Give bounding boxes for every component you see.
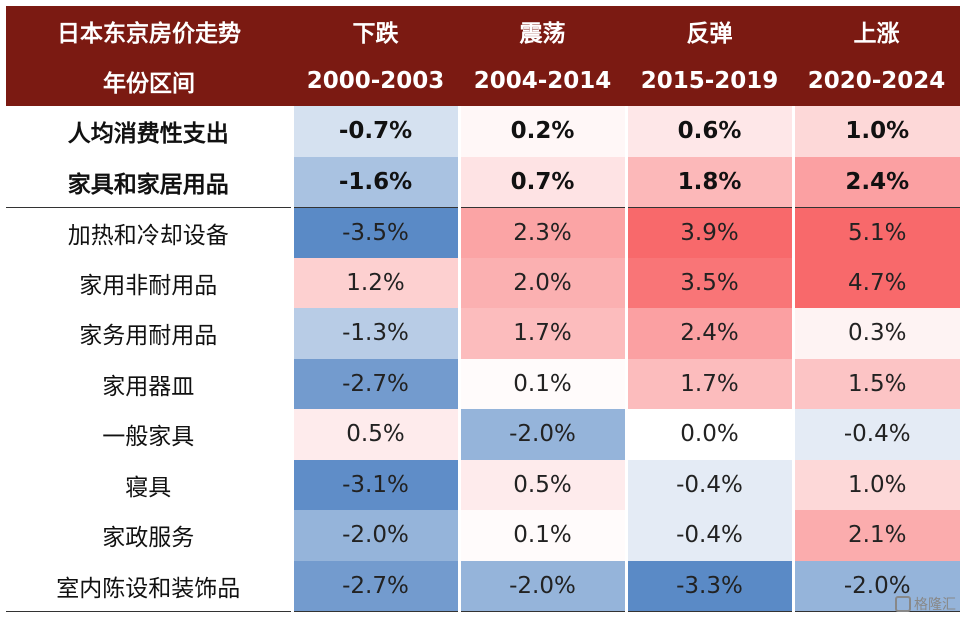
- header-years-2015-2019: 2015-2019: [626, 56, 793, 106]
- heatmap-cell: 0.3%: [793, 308, 960, 359]
- heatmap-cell: 2.1%: [793, 510, 960, 561]
- heatmap-cell: 0.2%: [459, 106, 628, 157]
- heatmap-cell: -1.3%: [292, 308, 461, 359]
- heatmap-cell: -2.0%: [459, 560, 628, 612]
- heatmap-table: 日本东京房价走势 下跌 震荡 反弹 上涨 年份区间 2000-2003 2004…: [6, 6, 960, 612]
- heatmap-cell: -2.0%: [292, 510, 461, 561]
- heatmap-cell: 2.0%: [459, 257, 628, 308]
- heatmap-cell: -3.1%: [292, 459, 461, 510]
- heatmap-cell: 0.7%: [459, 156, 628, 207]
- heatmap-cell: -3.5%: [292, 206, 461, 258]
- row-label: 寝具: [6, 459, 294, 510]
- table-row: 寝具 -3.1% 0.5% -0.4% 1.0%: [6, 459, 960, 510]
- row-label: 一般家具: [6, 409, 294, 460]
- header-phase-rise: 上涨: [793, 6, 960, 56]
- heatmap-cell: -1.6%: [292, 156, 461, 207]
- table-row: 室内陈设和装饰品 -2.7% -2.0% -3.3% -2.0%: [6, 560, 960, 612]
- heatmap-cell: 4.7%: [793, 257, 960, 308]
- heatmap-cell: 2.4%: [626, 308, 795, 359]
- heatmap-cell: 3.9%: [626, 206, 795, 258]
- heatmap-cell: 0.1%: [459, 358, 628, 409]
- heatmap-cell: -3.3%: [626, 560, 795, 612]
- table-row: 一般家具 0.5% -2.0% 0.0% -0.4%: [6, 409, 960, 460]
- row-label: 人均消费性支出: [6, 106, 294, 157]
- header-title: 日本东京房价走势: [6, 6, 292, 56]
- table-row: 人均消费性支出 -0.7% 0.2% 0.6% 1.0%: [6, 106, 960, 157]
- row-label: 家用器皿: [6, 358, 294, 409]
- heatmap-cell: -2.0%: [459, 409, 628, 460]
- heatmap-cell: -2.0%: [793, 560, 960, 612]
- heatmap-body: 人均消费性支出 -0.7% 0.2% 0.6% 1.0% 家具和家居用品 -1.6% 0.7%…: [6, 106, 960, 612]
- header-phase-rebound: 反弹: [626, 6, 793, 56]
- table-row: 家用非耐用品 1.2% 2.0% 3.5% 4.7%: [6, 257, 960, 308]
- watermark-text: 格隆汇: [914, 597, 956, 613]
- heatmap-cell: 0.5%: [292, 409, 461, 460]
- heatmap-cell: -2.7%: [292, 560, 461, 612]
- header-phase-decline: 下跌: [292, 6, 459, 56]
- row-label: 加热和冷却设备: [6, 206, 294, 258]
- header-row-years: 年份区间 2000-2003 2004-2014 2015-2019 2020-…: [6, 56, 960, 106]
- heatmap-cell: 0.6%: [626, 106, 795, 157]
- row-label: 家务用耐用品: [6, 308, 294, 359]
- heatmap-cell: 3.5%: [626, 257, 795, 308]
- heatmap-cell: 1.8%: [626, 156, 795, 207]
- table-row: 家用器皿 -2.7% 0.1% 1.7% 1.5%: [6, 358, 960, 409]
- heatmap-cell: 1.0%: [793, 106, 960, 157]
- row-label: 家用非耐用品: [6, 257, 294, 308]
- heatmap-cell: 2.4%: [793, 156, 960, 207]
- row-label: 室内陈设和装饰品: [6, 560, 294, 612]
- heatmap-cell: 0.0%: [626, 409, 795, 460]
- heatmap-cell: 2.3%: [459, 206, 628, 258]
- table-row: 家务用耐用品 -1.3% 1.7% 2.4% 0.3%: [6, 308, 960, 359]
- heatmap-cell: 0.1%: [459, 510, 628, 561]
- header-year-label: 年份区间: [6, 56, 292, 106]
- table-row: 家政服务 -2.0% 0.1% -0.4% 2.1%: [6, 510, 960, 561]
- heatmap-cell: -2.7%: [292, 358, 461, 409]
- row-label: 家具和家居用品: [6, 156, 294, 207]
- table-row: 加热和冷却设备 -3.5% 2.3% 3.9% 5.1%: [6, 206, 960, 258]
- header-phase-fluctuation: 震荡: [459, 6, 626, 56]
- table-row: 家具和家居用品 -1.6% 0.7% 1.8% 2.4%: [6, 156, 960, 207]
- watermark: 格隆汇: [895, 594, 956, 614]
- heatmap-cell: 1.0%: [793, 459, 960, 510]
- header-years-2020-2024: 2020-2024: [793, 56, 960, 106]
- row-label: 家政服务: [6, 510, 294, 561]
- heatmap-cell: -0.4%: [626, 459, 795, 510]
- heatmap-cell: 1.7%: [459, 308, 628, 359]
- heatmap-cell: 0.5%: [459, 459, 628, 510]
- heatmap-cell: -0.7%: [292, 106, 461, 157]
- heatmap-cell: -0.4%: [626, 510, 795, 561]
- heatmap-cell: 1.7%: [626, 358, 795, 409]
- heatmap-cell: 1.5%: [793, 358, 960, 409]
- logo-icon: [895, 596, 911, 612]
- header-years-2004-2014: 2004-2014: [459, 56, 626, 106]
- heatmap-cell: 5.1%: [793, 206, 960, 258]
- heatmap-cell: -0.4%: [793, 409, 960, 460]
- header-row-phase: 日本东京房价走势 下跌 震荡 反弹 上涨: [6, 6, 960, 56]
- header-years-2000-2003: 2000-2003: [292, 56, 459, 106]
- heatmap-cell: 1.2%: [292, 257, 461, 308]
